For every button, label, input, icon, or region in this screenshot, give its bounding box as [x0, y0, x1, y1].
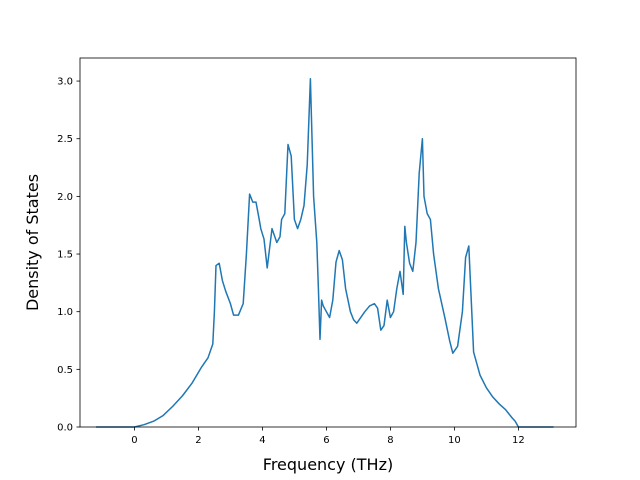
x-axis-label: Frequency (THz) [263, 455, 393, 474]
y-tick-label: 2.5 [57, 134, 73, 145]
y-tick-label: 1.0 [57, 307, 73, 318]
x-axis: 0 2 4 6 8 10 12 [131, 427, 525, 446]
plot-frame [79, 57, 577, 428]
y-tick-label: 3.0 [57, 77, 73, 88]
y-axis: 0.0 0.5 1.0 1.5 2.0 2.5 3.0 [57, 77, 80, 434]
y-tick-label: 0.0 [57, 423, 73, 434]
x-tick-label: 8 [387, 435, 393, 446]
x-tick-label: 10 [448, 435, 461, 446]
y-tick-label: 2.0 [57, 192, 73, 203]
x-tick-label: 0 [131, 435, 137, 446]
y-tick-label: 1.5 [57, 250, 73, 261]
y-tick-label: 0.5 [57, 365, 73, 376]
x-tick-label: 2 [195, 435, 201, 446]
y-axis-label: Density of States [23, 174, 42, 311]
x-tick-label: 4 [259, 435, 265, 446]
dos-series-line [96, 78, 554, 428]
x-tick-label: 6 [323, 435, 329, 446]
x-tick-label: 12 [512, 435, 525, 446]
